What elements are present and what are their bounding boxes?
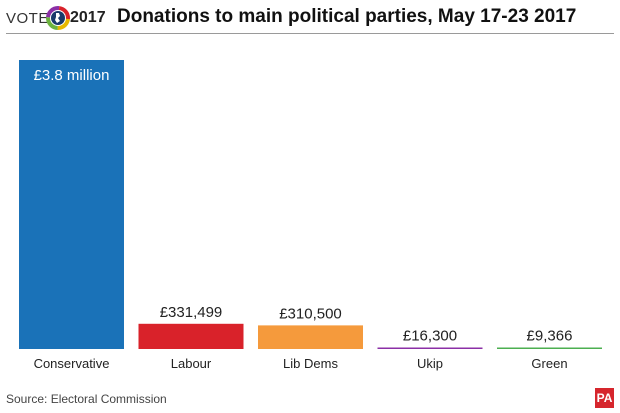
bar-green bbox=[497, 347, 602, 349]
value-label-green: £9,366 bbox=[527, 328, 573, 345]
category-label-ukip: Ukip bbox=[417, 356, 443, 371]
category-label-green: Green bbox=[531, 356, 567, 371]
header-divider bbox=[6, 33, 614, 34]
value-label-conservative: £3.8 million bbox=[34, 67, 110, 84]
value-label-labour: £331,499 bbox=[160, 304, 223, 321]
value-label-ukip: £16,300 bbox=[403, 328, 457, 345]
bar-ukip bbox=[377, 347, 483, 349]
category-label-lib-dems: Lib Dems bbox=[283, 356, 338, 371]
bar-labour bbox=[138, 323, 244, 349]
bar-conservative bbox=[19, 60, 124, 349]
source-note: Source: Electoral Commission bbox=[6, 392, 167, 406]
bar-lib-dems bbox=[258, 325, 363, 349]
category-label-labour: Labour bbox=[171, 356, 212, 371]
vote-year: 2017 bbox=[70, 9, 106, 26]
pa-logo: PA bbox=[595, 388, 614, 408]
value-label-lib-dems: £310,500 bbox=[279, 305, 342, 322]
chart-title: Donations to main political parties, May… bbox=[117, 6, 577, 27]
vote-emblem-icon bbox=[46, 6, 70, 30]
category-label-conservative: Conservative bbox=[34, 356, 110, 371]
vote-word: VOTE bbox=[6, 10, 49, 27]
